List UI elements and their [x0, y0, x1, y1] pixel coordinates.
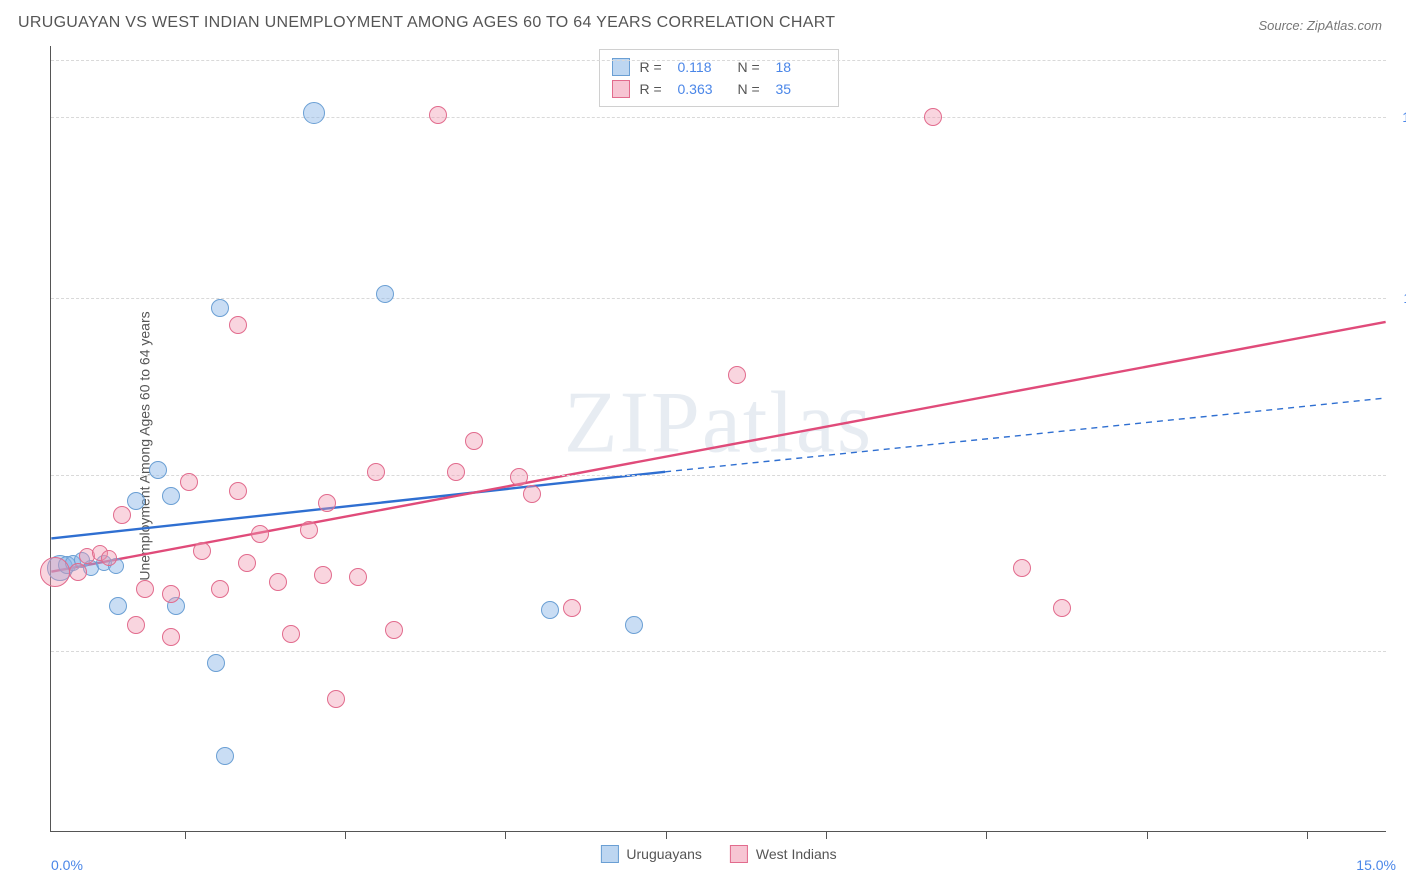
gridline — [51, 117, 1386, 118]
x-tick — [345, 831, 346, 839]
point-west_indians[interactable] — [349, 568, 367, 586]
x-tick-label: 0.0% — [51, 857, 83, 873]
x-tick — [986, 831, 987, 839]
point-west_indians[interactable] — [523, 485, 541, 503]
x-tick — [1307, 831, 1308, 839]
legend-n-value: 35 — [776, 81, 826, 97]
legend-item-west_indians[interactable]: West Indians — [730, 845, 837, 863]
point-west_indians[interactable] — [429, 106, 447, 124]
point-west_indians[interactable] — [300, 521, 318, 539]
point-west_indians[interactable] — [318, 494, 336, 512]
point-west_indians[interactable] — [367, 463, 385, 481]
point-west_indians[interactable] — [180, 473, 198, 491]
chart-title: URUGUAYAN VS WEST INDIAN UNEMPLOYMENT AM… — [18, 14, 835, 32]
point-west_indians[interactable] — [924, 108, 942, 126]
trend-lines-layer — [51, 46, 1386, 831]
y-tick-label: 15.0% — [1402, 109, 1406, 125]
gridline — [51, 60, 1386, 61]
trend-line — [665, 398, 1386, 472]
point-west_indians[interactable] — [229, 316, 247, 334]
point-uruguayans[interactable] — [211, 299, 229, 317]
legend-stats: R = 0.118 N = 18 R = 0.363 N = 35 — [599, 49, 839, 107]
legend-item-label: West Indians — [756, 846, 837, 862]
legend-r-label: R = — [640, 59, 668, 75]
point-west_indians[interactable] — [563, 599, 581, 617]
point-uruguayans[interactable] — [127, 492, 145, 510]
legend-r-value: 0.118 — [678, 59, 728, 75]
point-west_indians[interactable] — [211, 580, 229, 598]
point-uruguayans[interactable] — [149, 461, 167, 479]
legend-r-value: 0.363 — [678, 81, 728, 97]
legend-n-label: N = — [738, 81, 766, 97]
legend-n-label: N = — [738, 59, 766, 75]
source-label: Source: ZipAtlas.com — [1258, 18, 1382, 33]
point-west_indians[interactable] — [385, 621, 403, 639]
point-uruguayans[interactable] — [541, 601, 559, 619]
point-uruguayans[interactable] — [162, 487, 180, 505]
legend-series: Uruguayans West Indians — [600, 845, 836, 863]
legend-item-label: Uruguayans — [626, 846, 702, 862]
legend-r-label: R = — [640, 81, 668, 97]
x-tick-label: 15.0% — [1356, 857, 1396, 873]
legend-stat-row: R = 0.363 N = 35 — [612, 78, 826, 100]
watermark: ZIPatlas — [564, 372, 873, 473]
point-west_indians[interactable] — [269, 573, 287, 591]
point-west_indians[interactable] — [327, 690, 345, 708]
point-west_indians[interactable] — [193, 542, 211, 560]
x-tick — [185, 831, 186, 839]
legend-swatch-icon — [730, 845, 748, 863]
x-tick — [826, 831, 827, 839]
point-uruguayans[interactable] — [216, 747, 234, 765]
point-west_indians[interactable] — [40, 557, 70, 587]
x-tick — [666, 831, 667, 839]
x-tick — [1147, 831, 1148, 839]
point-west_indians[interactable] — [728, 366, 746, 384]
x-tick — [505, 831, 506, 839]
point-west_indians[interactable] — [69, 563, 87, 581]
point-west_indians[interactable] — [465, 432, 483, 450]
gridline — [51, 651, 1386, 652]
point-west_indians[interactable] — [162, 628, 180, 646]
point-uruguayans[interactable] — [109, 597, 127, 615]
chart-container: URUGUAYAN VS WEST INDIAN UNEMPLOYMENT AM… — [0, 0, 1406, 892]
point-west_indians[interactable] — [238, 554, 256, 572]
point-west_indians[interactable] — [101, 550, 117, 566]
point-west_indians[interactable] — [510, 468, 528, 486]
gridline — [51, 475, 1386, 476]
point-uruguayans[interactable] — [303, 102, 325, 124]
point-west_indians[interactable] — [113, 506, 131, 524]
point-west_indians[interactable] — [1013, 559, 1031, 577]
point-west_indians[interactable] — [136, 580, 154, 598]
point-west_indians[interactable] — [251, 525, 269, 543]
legend-swatch-icon — [612, 80, 630, 98]
point-uruguayans[interactable] — [625, 616, 643, 634]
legend-swatch-icon — [600, 845, 618, 863]
point-uruguayans[interactable] — [207, 654, 225, 672]
point-west_indians[interactable] — [447, 463, 465, 481]
point-west_indians[interactable] — [1053, 599, 1071, 617]
point-west_indians[interactable] — [314, 566, 332, 584]
gridline — [51, 298, 1386, 299]
legend-item-uruguayans[interactable]: Uruguayans — [600, 845, 702, 863]
point-west_indians[interactable] — [127, 616, 145, 634]
point-west_indians[interactable] — [162, 585, 180, 603]
point-uruguayans[interactable] — [376, 285, 394, 303]
legend-n-value: 18 — [776, 59, 826, 75]
point-west_indians[interactable] — [282, 625, 300, 643]
plot-area: ZIPatlas R =0.118N =18R =0.363N =35 Urug… — [50, 46, 1386, 832]
point-west_indians[interactable] — [229, 482, 247, 500]
